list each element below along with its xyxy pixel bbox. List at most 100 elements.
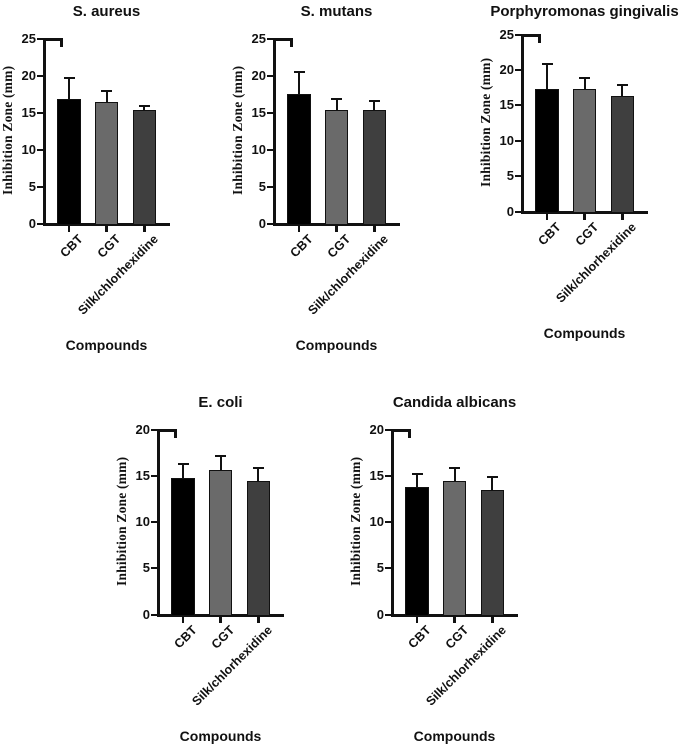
error-bar-cap [486,476,498,479]
y-tick-mark [515,139,521,142]
error-bar-cap [411,473,423,476]
x-tick-mark [545,214,549,220]
y-tick-mark [385,521,391,523]
y-tick-label: 10 [21,141,36,157]
bar-cgt [208,469,233,616]
bar-cbt [171,478,195,616]
x-tick-mark [583,214,586,220]
y-axis-end-hook-descender [60,38,63,47]
chart-panel-s-mutans: S. mutans Inhibition Zone (mm) 0 5 10 15 20 25 C… [230,0,452,357]
y-tick-label: 15 [369,467,384,483]
x-tick-mark [67,226,71,232]
y-axis-end-hook-descender [408,429,411,438]
bar-cbt [405,487,429,616]
y-tick-mark [515,68,521,71]
error-bar-cap [138,104,150,107]
bar-cbt [535,88,559,213]
category-label-cgt: CGT [443,623,472,652]
y-tick-label: 15 [135,467,150,483]
y-tick-label: 5 [258,178,266,194]
x-tick-mark [491,617,494,623]
y-tick-label: 0 [376,606,384,622]
bar-silk-chlorhexidine [246,480,271,616]
error-bar-stem [298,70,300,95]
chart-title: S. mutans [300,3,373,20]
bar-cgt [572,88,597,213]
error-bar-cap [616,84,628,87]
error-bar-cap [252,466,264,469]
x-tick-mark [181,617,185,623]
y-tick-mark [151,521,157,523]
y-tick-mark [385,613,391,616]
y-tick-mark [385,428,391,431]
x-axis-label: Compounds [543,325,626,341]
y-tick-label: 15 [251,104,266,120]
category-label-cgt: CGT [325,232,354,261]
error-bar-cap [101,89,113,92]
y-tick-mark [37,37,43,40]
y-tick-mark [37,148,43,151]
error-bar-stem [219,454,222,470]
bar-cgt [324,109,349,225]
y-tick-label: 5 [142,560,150,576]
y-tick-label: 0 [142,606,150,622]
error-bar-cap [293,70,305,73]
bar-silk-chlorhexidine [132,109,157,225]
y-tick-label: 25 [21,30,36,46]
y-tick-mark [385,567,391,570]
y-tick-label: 25 [251,30,266,46]
y-tick-label: 0 [258,215,266,231]
y-tick-mark [515,33,521,36]
y-tick-label: 20 [251,67,266,83]
chart-title: Porphyromonas gingivalis [490,3,679,20]
x-tick-mark [415,617,419,623]
y-tick-label: 5 [506,168,514,184]
y-tick-label: 0 [506,203,514,219]
y-tick-label: 10 [499,132,514,148]
x-tick-mark [257,617,260,623]
y-tick-label: 25 [499,26,514,42]
y-tick-label: 20 [369,421,384,437]
error-bar-stem [546,63,548,89]
x-axis-label: Compounds [295,337,378,353]
chart-panel-candida-albicans: Candida albicans Inhibition Zone (mm) 0 5 10… [348,391,570,748]
category-label-cbt: CBT [405,623,434,652]
y-tick-mark [515,175,521,178]
y-axis-end-hook [521,34,541,37]
error-bar-stem [105,89,108,102]
x-tick-mark [621,214,624,220]
y-axis-line [273,38,276,226]
error-bar-stem [621,84,624,96]
y-axis-end-hook-descender [290,38,293,47]
error-bar-stem [491,476,494,491]
y-tick-label: 10 [369,514,384,529]
category-label-cbt: CBT [287,232,316,261]
chart-title: Candida albicans [392,394,517,411]
bar-cbt [57,99,81,225]
y-axis-label: Inhibition Zone (mm) [478,57,493,188]
x-tick-mark [219,617,222,623]
bar-silk-chlorhexidine [480,490,505,616]
bar-silk-chlorhexidine [610,95,635,213]
y-tick-label: 15 [21,104,36,120]
chart-title: S. aureus [72,3,141,20]
error-bar-cap [449,466,461,469]
y-axis-end-hook [391,429,411,432]
x-tick-mark [335,226,338,232]
chart-panel-s-aureus: S. aureus Inhibition Zone (mm) 0 5 10 15 20 25 C… [0,0,222,357]
error-bar-cap [177,463,189,466]
y-tick-mark [267,111,273,114]
error-bar-stem [68,77,70,100]
y-tick-mark [515,104,521,107]
bar-cbt [287,94,311,225]
chart-panel-e-coli: E. coli Inhibition Zone (mm) 0 5 10 15 20 CBT CG… [114,391,336,748]
y-tick-mark [385,474,391,477]
error-bar-stem [416,473,418,488]
y-axis-end-hook-descender [174,429,177,438]
y-tick-mark [267,74,273,77]
y-axis-end-hook [273,38,293,41]
category-label-cbt: CBT [57,232,86,261]
y-tick-mark [151,567,157,570]
error-bar-cap [368,100,380,103]
y-axis-end-hook [157,429,177,432]
